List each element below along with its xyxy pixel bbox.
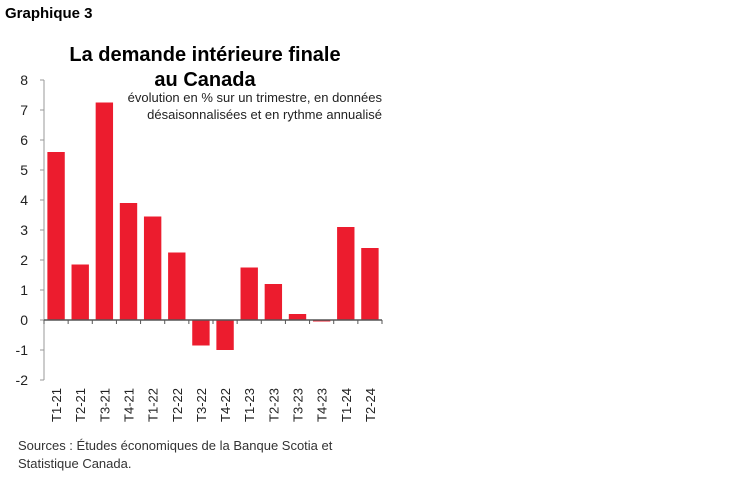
y-tick-label: 4: [20, 192, 28, 208]
bar: [143, 216, 162, 320]
y-tick-label: 6: [20, 132, 28, 148]
y-tick-label: 2: [20, 252, 28, 268]
bar: [264, 284, 283, 320]
y-tick-label: 3: [20, 222, 28, 238]
x-tick-label: T4-21: [122, 388, 137, 422]
x-tick-label: T3-23: [291, 388, 306, 422]
bar: [216, 320, 234, 350]
source-note-line-2: Statistique Canada.: [18, 456, 132, 471]
bar: [47, 152, 65, 320]
source-note-line-1: Sources : Études économiques de la Banqu…: [18, 438, 333, 453]
x-tick-label: T2-21: [73, 388, 88, 422]
y-tick-label: 7: [20, 102, 28, 118]
y-tick-label: 0: [20, 312, 28, 328]
bar: [240, 267, 258, 320]
chart-title-line-2: au Canada: [154, 69, 256, 91]
x-tick-label: T2-24: [363, 388, 378, 422]
y-tick-label: -1: [16, 342, 29, 358]
bar: [95, 102, 114, 320]
x-tick-label: T1-23: [242, 388, 257, 422]
figure-label: Graphique 3: [5, 5, 93, 22]
x-tick-label: T1-22: [146, 388, 161, 422]
bar: [119, 203, 138, 320]
y-tick-label: 1: [20, 282, 28, 298]
chart-subtitle-line-2: désaisonnalisées et en rythme annualisé: [147, 107, 382, 122]
bar: [192, 320, 210, 346]
bar: [361, 248, 379, 320]
y-tick-label: -2: [16, 372, 29, 388]
x-tick-label: T4-22: [218, 388, 233, 422]
bar: [71, 264, 89, 320]
x-tick-label: T2-22: [170, 388, 185, 422]
y-tick-label: 8: [20, 72, 28, 88]
x-tick-label: T3-21: [97, 388, 112, 422]
bar: [337, 227, 355, 320]
x-tick-label: T3-22: [194, 388, 209, 422]
bar: [288, 314, 307, 320]
x-tick-label: T1-24: [339, 388, 354, 422]
chart-subtitle-line-1: évolution en % sur un trimestre, en donn…: [127, 90, 382, 105]
x-tick-label: T1-21: [49, 388, 64, 422]
x-tick-label: T2-23: [266, 388, 281, 422]
x-tick-label: T4-23: [315, 388, 330, 422]
y-tick-label: 5: [20, 162, 28, 178]
bar: [168, 252, 186, 320]
chart-title-line-1: La demande intérieure finale: [69, 44, 341, 66]
